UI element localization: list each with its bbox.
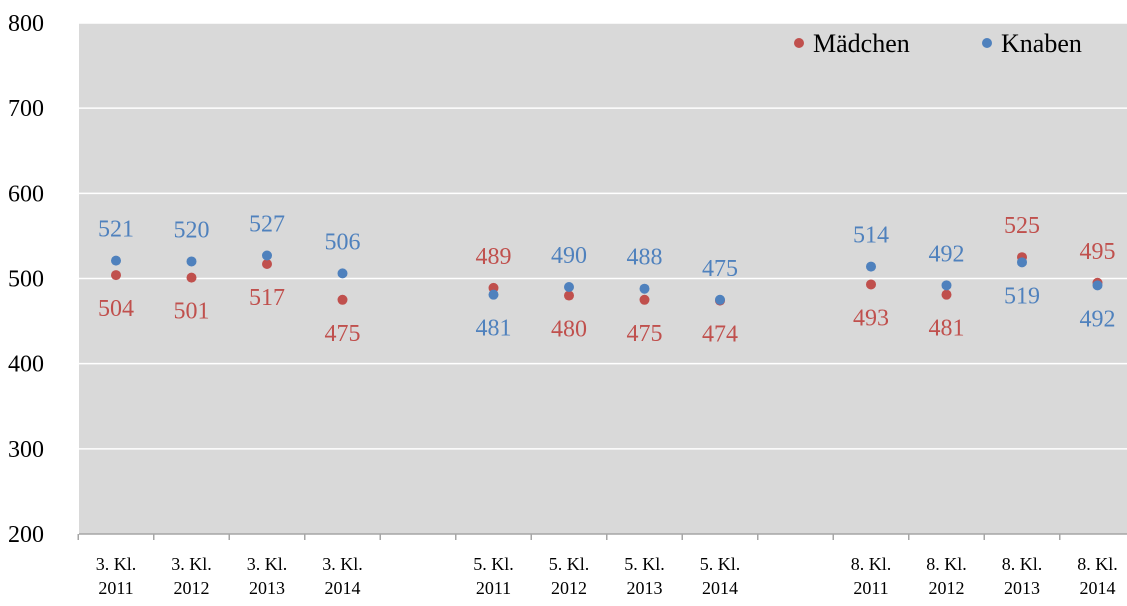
data-point-knaben — [866, 261, 876, 272]
data-points — [111, 250, 1103, 306]
data-label-m-dchen: 475 — [627, 321, 663, 347]
x-tick-label: 2014 — [1080, 578, 1116, 598]
data-label-m-dchen: 525 — [1004, 213, 1040, 239]
data-point-knaben — [564, 282, 574, 293]
x-tick-label: 8. Kl. — [1002, 554, 1043, 574]
data-label-m-dchen: 474 — [702, 322, 738, 348]
data-label-m-dchen: 489 — [476, 244, 512, 270]
data-label-knaben: 519 — [1004, 283, 1040, 309]
y-tick-label: 600 — [8, 181, 44, 207]
data-point-knaben — [639, 283, 650, 294]
data-point-m-dchen — [639, 294, 650, 305]
x-tick-label: 3. Kl. — [322, 554, 363, 574]
data-label-knaben: 520 — [174, 217, 210, 243]
data-label-m-dchen: 493 — [853, 305, 889, 331]
data-label-m-dchen: 475 — [325, 321, 361, 347]
data-point-knaben — [1092, 280, 1103, 291]
data-point-m-dchen — [262, 259, 272, 270]
x-tick-label: 5. Kl. — [624, 554, 665, 574]
y-tick-label: 800 — [8, 11, 44, 37]
x-tick-label: 2011 — [98, 578, 133, 598]
data-point-m-dchen — [941, 289, 952, 300]
data-point-knaben — [488, 289, 499, 300]
x-tick-label: 2013 — [1004, 578, 1040, 598]
data-labels: 504 501 517 475 489 480 475 474 493 481 525 495 521 5… — [98, 212, 1116, 348]
data-point-m-dchen — [564, 290, 574, 301]
x-tick-label: 2012 — [174, 578, 210, 598]
data-point-knaben — [262, 250, 272, 261]
legend-label-knaben: Knaben — [1001, 29, 1082, 58]
x-tick-label: 2011 — [476, 578, 511, 598]
x-axis — [77, 533, 1127, 540]
data-label-knaben: 506 — [325, 229, 361, 255]
x-tick-label: 2012 — [929, 578, 965, 598]
y-tick-label: 700 — [8, 96, 44, 122]
data-label-knaben: 514 — [853, 223, 889, 249]
y-tick-label: 400 — [8, 352, 44, 378]
data-label-knaben: 492 — [1080, 306, 1116, 332]
data-label-m-dchen: 495 — [1080, 239, 1116, 265]
x-axis-tick-labels: 3. Kl. 2011 3. Kl. 2012 3. Kl. 2013 3. Kl. 2014… — [96, 554, 1118, 598]
data-label-m-dchen: 481 — [929, 316, 965, 342]
x-tick-label: 5. Kl. — [473, 554, 514, 574]
x-tick-label: 2013 — [249, 578, 285, 598]
x-tick-label: 3. Kl. — [171, 554, 212, 574]
y-tick-label: 300 — [8, 437, 44, 463]
x-tick-label: 2013 — [627, 578, 663, 598]
legend: Mädchen Knaben — [794, 29, 1082, 58]
legend-label-m-dchen: Mädchen — [813, 29, 910, 58]
legend-marker-knaben — [982, 38, 992, 48]
x-tick-label: 3. Kl. — [247, 554, 288, 574]
x-tick-label: 3. Kl. — [96, 554, 137, 574]
data-label-knaben: 475 — [702, 256, 738, 282]
y-tick-label: 200 — [8, 522, 44, 548]
legend-marker-m-dchen — [794, 38, 804, 48]
data-point-m-dchen — [866, 279, 876, 290]
x-tick-label: 2014 — [325, 578, 361, 598]
x-tick-label: 2014 — [702, 578, 738, 598]
y-axis-tick-labels: 200 300 400 500 600 700 800 — [8, 11, 44, 548]
data-label-m-dchen: 501 — [174, 299, 210, 325]
data-label-m-dchen: 504 — [98, 296, 134, 322]
data-point-knaben — [111, 255, 121, 266]
data-label-knaben: 481 — [476, 316, 512, 342]
data-point-knaben — [941, 280, 952, 291]
data-label-knaben: 490 — [551, 243, 587, 269]
gridlines — [79, 22, 1127, 450]
data-point-knaben — [337, 268, 348, 279]
data-label-m-dchen: 480 — [551, 317, 587, 343]
data-point-knaben — [715, 294, 725, 305]
x-tick-label: 2011 — [853, 578, 888, 598]
x-tick-label: 5. Kl. — [549, 554, 590, 574]
data-label-knaben: 521 — [98, 217, 134, 243]
x-tick-label: 2012 — [551, 578, 587, 598]
x-tick-label: 8. Kl. — [851, 554, 892, 574]
data-label-knaben: 527 — [249, 212, 285, 238]
x-tick-label: 8. Kl. — [926, 554, 967, 574]
data-point-m-dchen — [337, 294, 348, 305]
data-point-knaben — [186, 256, 197, 267]
y-tick-label: 500 — [8, 267, 44, 293]
data-label-knaben: 492 — [929, 241, 965, 267]
x-tick-label: 5. Kl. — [700, 554, 741, 574]
data-label-m-dchen: 517 — [249, 285, 285, 311]
data-point-knaben — [1017, 257, 1027, 268]
x-tick-label: 8. Kl. — [1077, 554, 1118, 574]
data-label-knaben: 488 — [627, 245, 663, 271]
data-point-m-dchen — [186, 272, 197, 283]
data-point-m-dchen — [111, 270, 121, 281]
